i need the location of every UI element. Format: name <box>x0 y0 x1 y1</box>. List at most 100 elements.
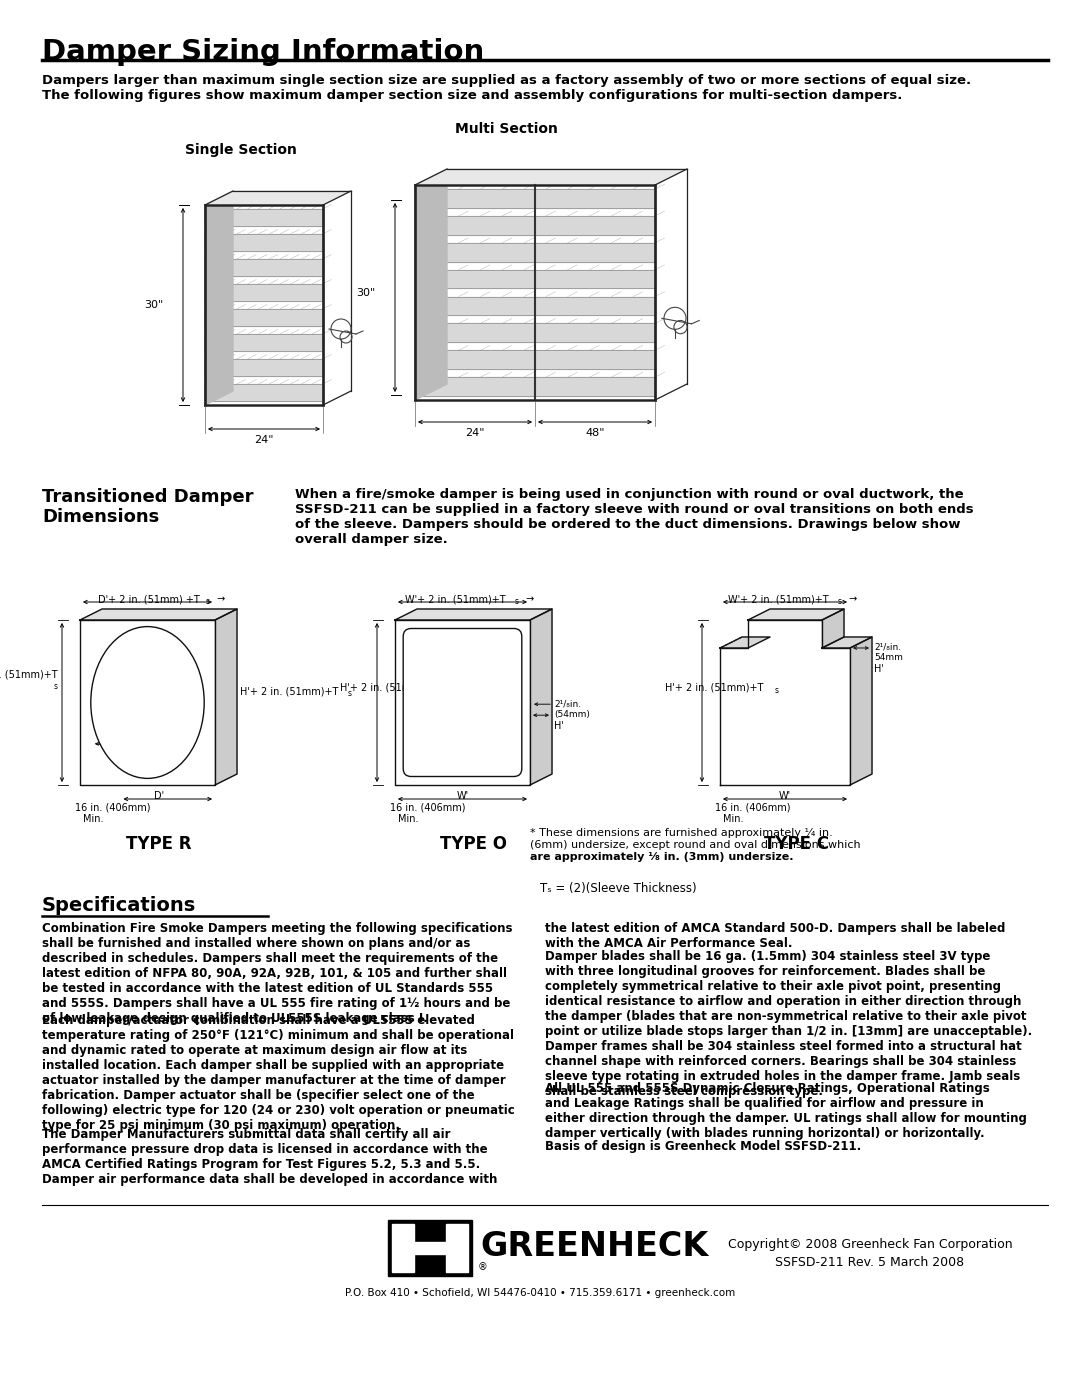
Polygon shape <box>205 208 323 226</box>
Text: 24": 24" <box>465 427 485 439</box>
Text: (54mm): (54mm) <box>554 710 590 719</box>
Text: →: → <box>214 594 226 604</box>
Text: Min.: Min. <box>399 814 419 824</box>
Text: 24": 24" <box>254 434 273 446</box>
Text: 2¹/₈in.: 2¹/₈in. <box>874 643 901 651</box>
Polygon shape <box>205 359 323 376</box>
Text: H'+ 2 in. (51mm)+T: H'+ 2 in. (51mm)+T <box>665 683 764 693</box>
Polygon shape <box>205 334 323 351</box>
Polygon shape <box>415 351 654 369</box>
Text: The Damper Manufacturers submittal data shall certify all air
performance pressu: The Damper Manufacturers submittal data … <box>42 1127 498 1186</box>
Text: H'+ 2 in. (51mm)+T: H'+ 2 in. (51mm)+T <box>340 683 438 693</box>
Polygon shape <box>720 637 770 648</box>
Text: s: s <box>838 597 842 606</box>
Text: Min.: Min. <box>723 814 743 824</box>
Polygon shape <box>822 637 872 648</box>
Text: Single Section: Single Section <box>185 142 297 156</box>
Polygon shape <box>205 284 323 302</box>
Text: Combination Fire Smoke Dampers meeting the following specifications
shall be fur: Combination Fire Smoke Dampers meeting t… <box>42 922 513 1025</box>
Polygon shape <box>850 637 872 785</box>
Text: the latest edition of AMCA Standard 500-D. Dampers shall be labeled
with the AMC: the latest edition of AMCA Standard 500-… <box>545 922 1005 950</box>
Text: s: s <box>515 597 519 606</box>
Polygon shape <box>415 189 654 208</box>
Text: W'+ 2 in. (51mm)+T: W'+ 2 in. (51mm)+T <box>405 594 505 604</box>
FancyBboxPatch shape <box>403 629 522 777</box>
Text: H': H' <box>554 721 564 731</box>
Text: (6mm) undersize, except round and oval dimensions which: (6mm) undersize, except round and oval d… <box>530 840 861 849</box>
Text: * These dimensions are furnished approximately ¹⁄₄ in.: * These dimensions are furnished approxi… <box>530 828 833 838</box>
Text: D'+ 2 in. (51mm)+T: D'+ 2 in. (51mm)+T <box>0 669 58 680</box>
Text: 2¹/₈in.: 2¹/₈in. <box>554 700 581 708</box>
Text: Transitioned Damper: Transitioned Damper <box>42 488 254 506</box>
Polygon shape <box>215 609 237 785</box>
Bar <box>446 1224 468 1273</box>
Text: 16 in. (406mm): 16 in. (406mm) <box>75 803 150 813</box>
Polygon shape <box>205 309 323 327</box>
Polygon shape <box>205 233 323 251</box>
Polygon shape <box>415 324 654 342</box>
Text: SSFSD-211 Rev. 5 March 2008: SSFSD-211 Rev. 5 March 2008 <box>775 1256 964 1268</box>
Text: GREENHECK: GREENHECK <box>480 1229 708 1263</box>
Text: Damper blades shall be 16 ga. (1.5mm) 304 stainless steel 3V type
with three lon: Damper blades shall be 16 ga. (1.5mm) 30… <box>545 950 1032 1098</box>
Text: 2¹/₈in.: 2¹/₈in. <box>113 739 140 747</box>
Text: 16 in. (406mm): 16 in. (406mm) <box>390 803 465 813</box>
Text: D'+ 2 in. (51mm) +T: D'+ 2 in. (51mm) +T <box>98 594 200 604</box>
Text: TYPE R: TYPE R <box>125 835 191 854</box>
Text: Min.: Min. <box>83 814 104 824</box>
Bar <box>414 1242 446 1255</box>
Text: H'+ 2 in. (51mm)+T: H'+ 2 in. (51mm)+T <box>240 686 338 696</box>
Text: →: → <box>523 594 535 604</box>
Text: Multi Section: Multi Section <box>455 122 558 136</box>
Text: Specifications: Specifications <box>42 895 197 915</box>
Polygon shape <box>530 609 552 785</box>
Text: s: s <box>775 686 779 694</box>
Polygon shape <box>205 191 351 205</box>
Text: 54mm: 54mm <box>874 652 903 662</box>
Text: 16 in. (406mm): 16 in. (406mm) <box>715 803 791 813</box>
Text: 30": 30" <box>144 300 163 310</box>
Polygon shape <box>822 609 843 648</box>
Bar <box>388 1220 472 1275</box>
Polygon shape <box>415 243 654 261</box>
Bar <box>392 1224 414 1273</box>
Text: Dimensions: Dimensions <box>42 509 159 527</box>
Text: 54mm: 54mm <box>113 750 143 759</box>
Polygon shape <box>205 191 233 405</box>
Text: Dampers larger than maximum single section size are supplied as a factory assemb: Dampers larger than maximum single secti… <box>42 74 971 102</box>
Text: 48": 48" <box>585 427 605 439</box>
Text: TYPE O: TYPE O <box>440 835 507 854</box>
Polygon shape <box>415 377 654 395</box>
Polygon shape <box>415 296 654 316</box>
Polygon shape <box>395 609 552 620</box>
Ellipse shape <box>91 627 204 778</box>
Polygon shape <box>415 270 654 288</box>
Text: s: s <box>54 682 58 690</box>
Text: 30": 30" <box>355 288 375 298</box>
Polygon shape <box>205 258 323 277</box>
Text: →: → <box>846 594 858 604</box>
Text: D': D' <box>154 791 164 800</box>
Text: Tₛ = (2)(Sleeve Thickness): Tₛ = (2)(Sleeve Thickness) <box>540 882 697 895</box>
Text: Damper Sizing Information: Damper Sizing Information <box>42 38 484 66</box>
Polygon shape <box>80 609 237 620</box>
Polygon shape <box>415 169 447 400</box>
Text: When a fire/smoke damper is being used in conjunction with round or oval ductwor: When a fire/smoke damper is being used i… <box>295 488 974 546</box>
Text: W': W' <box>779 791 791 800</box>
Text: All UL 555 and 555S Dynamic Closure Ratings, Operational Ratings
and Leakage Rat: All UL 555 and 555S Dynamic Closure Rati… <box>545 1083 1027 1140</box>
Text: W': W' <box>457 791 469 800</box>
Text: s: s <box>206 597 210 606</box>
Text: are approximately ¹⁄₈ in. (3mm) undersize.: are approximately ¹⁄₈ in. (3mm) undersiz… <box>530 852 794 862</box>
Text: W'+ 2 in. (51mm)+T: W'+ 2 in. (51mm)+T <box>728 594 828 604</box>
Text: s: s <box>450 686 454 694</box>
Polygon shape <box>415 169 687 184</box>
Text: Basis of design is Greenheck Model SSFSD-211.: Basis of design is Greenheck Model SSFSD… <box>545 1140 861 1153</box>
Polygon shape <box>748 609 843 620</box>
Polygon shape <box>415 217 654 235</box>
Text: ®: ® <box>478 1261 488 1273</box>
Text: P.O. Box 410 • Schofield, WI 54476-0410 • 715.359.6171 • greenheck.com: P.O. Box 410 • Schofield, WI 54476-0410 … <box>345 1288 735 1298</box>
Text: H': H' <box>874 664 883 673</box>
Text: Copyright© 2008 Greenheck Fan Corporation: Copyright© 2008 Greenheck Fan Corporatio… <box>728 1238 1012 1250</box>
Text: Each damper/actuator combination shall have a UL555S elevated
temperature rating: Each damper/actuator combination shall h… <box>42 1014 515 1132</box>
Text: s: s <box>348 689 352 698</box>
Text: TYPE C: TYPE C <box>764 835 828 854</box>
